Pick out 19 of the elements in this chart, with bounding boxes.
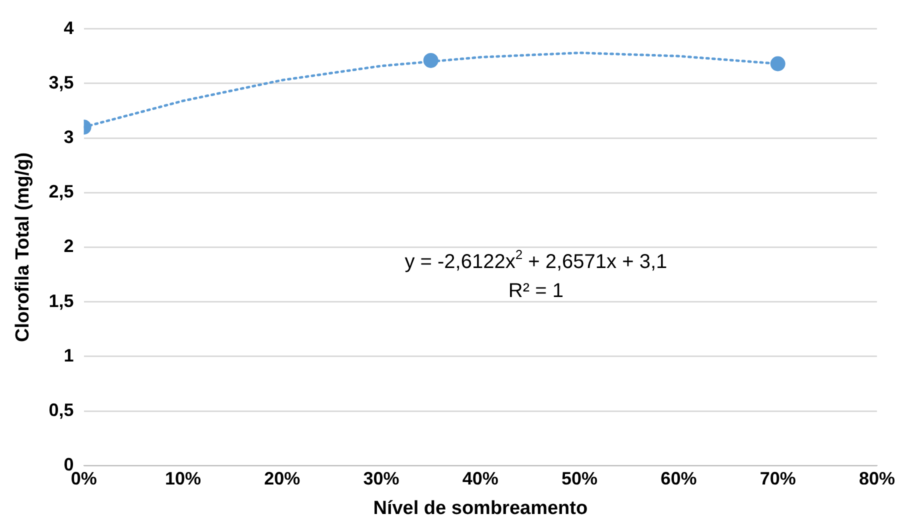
x-tick-label: 40% — [462, 468, 498, 488]
x-tick-label: 30% — [363, 468, 400, 488]
y-tick-label: 3 — [64, 126, 74, 147]
x-tick-label: 70% — [760, 468, 796, 488]
annotation: R² = 1 — [508, 280, 564, 302]
y-tick-label: 1,5 — [48, 290, 74, 311]
x-tick-label: 50% — [562, 468, 598, 488]
y-axis-title: Clorofila Total (mg/g) — [12, 152, 34, 342]
x-tick-label: 60% — [660, 468, 697, 488]
x-tick-label: 20% — [264, 468, 300, 488]
y-tick-label: 3,5 — [48, 72, 74, 92]
y-tick-label: 0,5 — [48, 400, 74, 420]
y-tick-label: 4 — [64, 18, 74, 38]
y-tick-label: 1 — [64, 345, 74, 366]
x-axis-title: Nível de sombreamento — [373, 498, 588, 519]
x-tick-label: 10% — [164, 468, 201, 488]
x-tick-label: 80% — [858, 468, 895, 488]
y-tick-label: 2,5 — [48, 182, 74, 202]
y-tick-label: 2 — [64, 236, 74, 256]
